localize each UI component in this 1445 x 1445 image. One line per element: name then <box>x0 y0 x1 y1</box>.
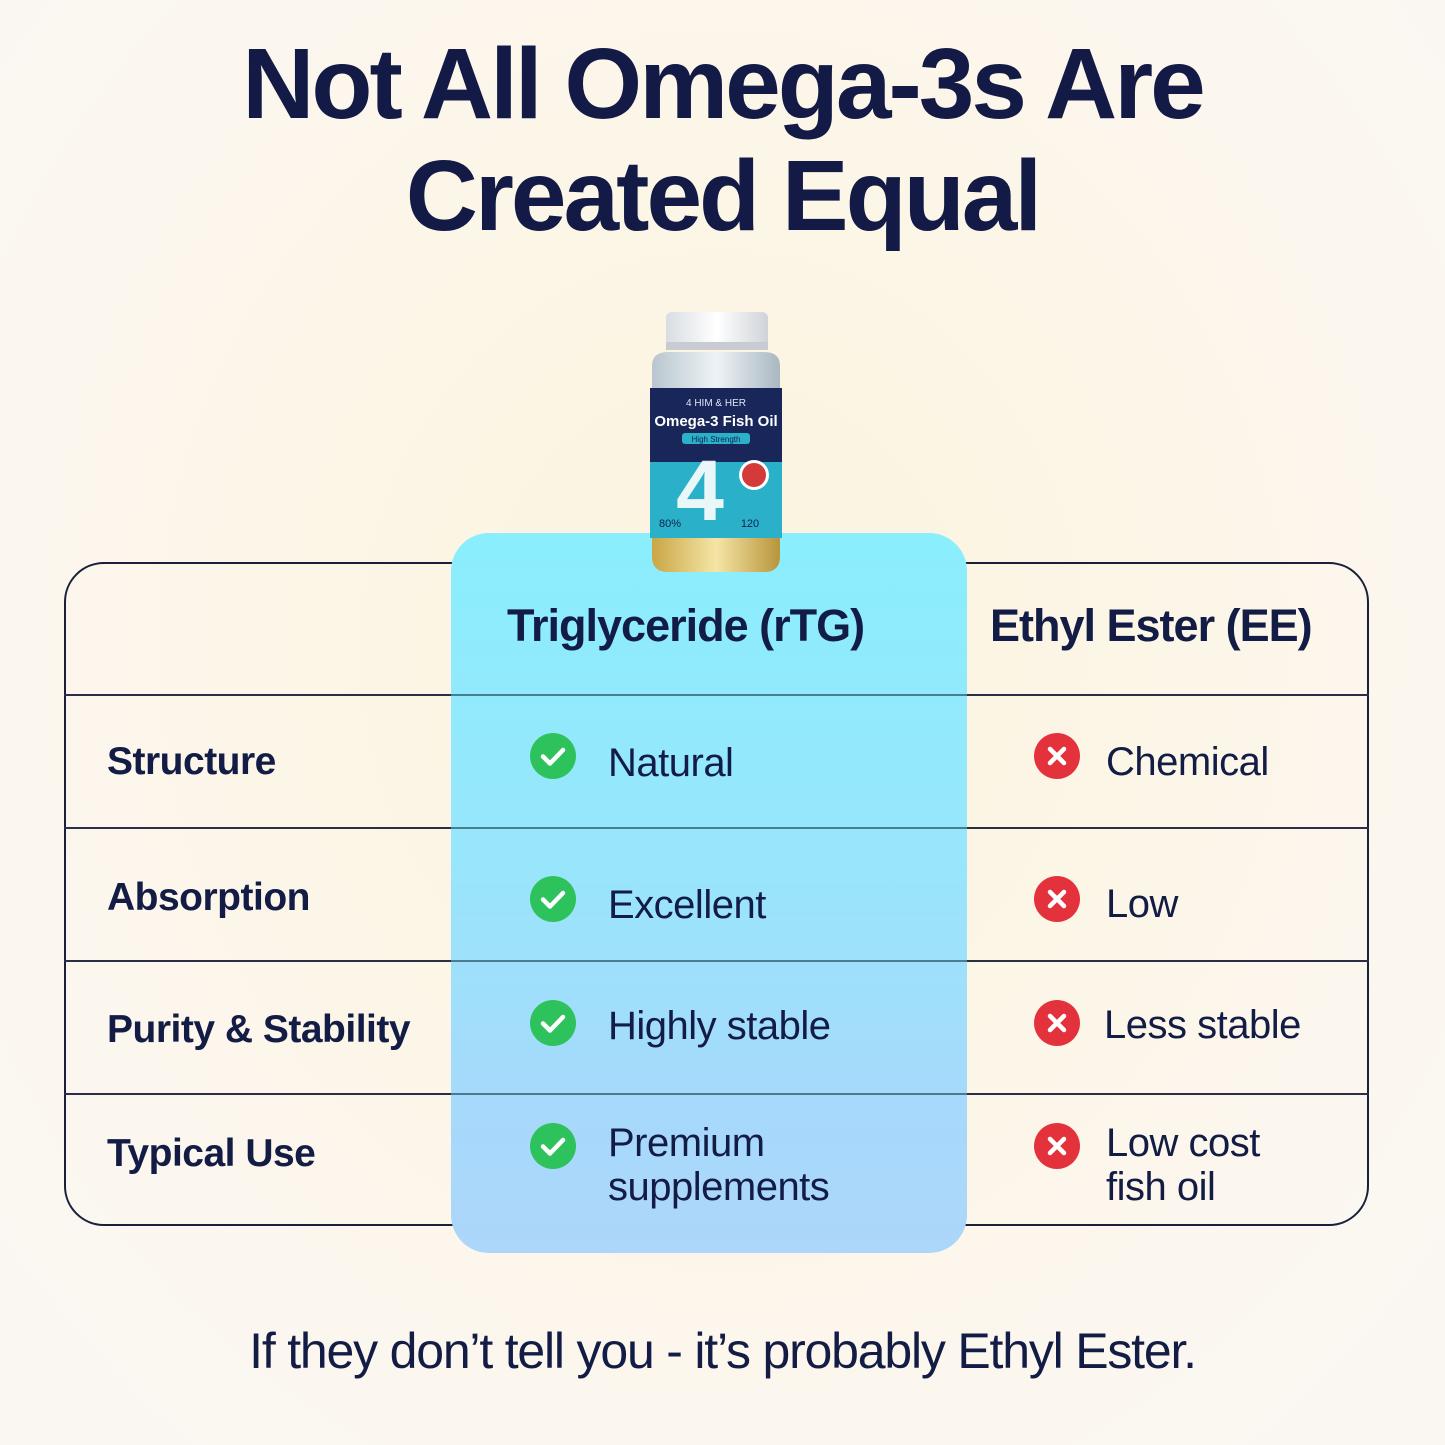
ee-purity-value: Less stable <box>1104 1003 1301 1047</box>
x-circle-icon <box>1034 1123 1080 1169</box>
row-divider <box>451 960 967 962</box>
row-divider <box>451 827 967 829</box>
row-divider <box>451 1093 967 1095</box>
bottle-strength: High Strength <box>692 435 741 444</box>
rtg-typical-use-line-1: Premium <box>608 1121 765 1165</box>
headline: Not All Omega-3s Are Created Equal <box>0 28 1445 252</box>
bottle-big-number: 4 <box>676 443 724 539</box>
rtg-typical-use-line-2: supplements <box>608 1165 830 1209</box>
ee-structure-value: Chemical <box>1106 740 1269 784</box>
row-label-purity-stability: Purity & Stability <box>107 1008 411 1051</box>
rtg-absorption-value: Excellent <box>608 883 766 927</box>
x-circle-icon <box>1034 876 1080 922</box>
column-header-ee: Ethyl Ester (EE) <box>990 600 1313 651</box>
check-circle-icon <box>530 733 576 779</box>
footer-tagline: If they don’t tell you - it’s probably E… <box>249 1323 1197 1379</box>
row-label-absorption: Absorption <box>107 876 310 919</box>
ee-typical-use-line-1: Low cost <box>1106 1121 1260 1165</box>
row-label-typical-use: Typical Use <box>107 1132 316 1175</box>
product-bottle: 4 HIM & HER Omega-3 Fish Oil High Streng… <box>638 312 792 574</box>
rtg-structure-value: Natural <box>608 741 734 785</box>
check-circle-icon <box>530 1123 576 1169</box>
bottle-brand: 4 HIM & HER <box>686 398 746 409</box>
bottle-count: 120 <box>741 518 759 530</box>
row-label-structure: Structure <box>107 740 276 783</box>
check-circle-icon <box>530 876 576 922</box>
column-header-rtg: Triglyceride (rTG) <box>507 600 865 651</box>
bottle-name: Omega-3 Fish Oil <box>654 413 777 430</box>
headline-line-1: Not All Omega-3s Are <box>242 28 1206 140</box>
rtg-purity-value: Highly stable <box>608 1004 831 1048</box>
x-circle-icon <box>1034 1000 1080 1046</box>
bottle-epa-dha: 80% <box>659 518 681 530</box>
x-circle-icon <box>1034 733 1080 779</box>
ee-absorption-value: Low <box>1106 882 1178 926</box>
row-divider <box>451 694 967 696</box>
check-circle-icon <box>530 1000 576 1046</box>
ee-typical-use-line-2: fish oil <box>1106 1165 1216 1209</box>
headline-line-2: Created Equal <box>405 140 1042 252</box>
